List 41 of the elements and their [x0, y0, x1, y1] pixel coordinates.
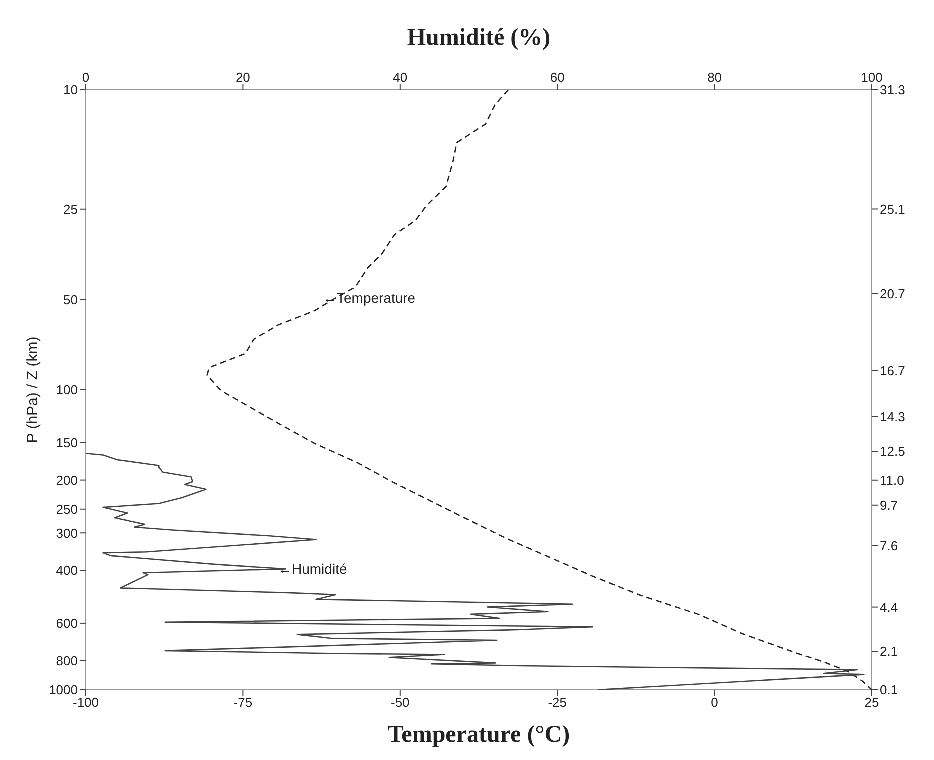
- y2-tick-label: 31.3: [880, 82, 906, 98]
- x2-tick-label: 0: [82, 70, 90, 85]
- x-tick-label: -50: [391, 695, 410, 710]
- y2-tick-label: 14.3: [880, 410, 906, 425]
- y-tick-label: 100: [56, 382, 78, 398]
- y2-tick-label: 7.6: [880, 538, 898, 554]
- x2-tick-label: 100: [861, 70, 883, 85]
- y-tick-label: 400: [56, 563, 78, 578]
- y-tick-label: 1000: [49, 682, 78, 698]
- x-axis-title: Temperature (°C): [388, 722, 570, 748]
- y-tick-label: 50: [64, 292, 78, 308]
- y2-tick-label: 20.7: [880, 286, 906, 302]
- x2-tick-label: 20: [236, 70, 250, 85]
- y2-tick-label: 9.7: [880, 498, 898, 513]
- x-tick-label: -75: [234, 695, 253, 710]
- y2-tick-label: 4.4: [880, 600, 898, 615]
- y2-tick-label: 25.1: [880, 202, 906, 217]
- annotation: ←Temperature: [323, 290, 416, 306]
- y-tick-label: 250: [56, 502, 78, 517]
- y-tick-label: 200: [56, 472, 78, 488]
- y-axis-title: P (hPa) / Z (km): [24, 336, 42, 444]
- y-tick-label: 600: [56, 616, 78, 632]
- annotation: ←Humidité: [278, 561, 348, 577]
- y2-tick-label: 2.1: [880, 644, 898, 660]
- x2-tick-label: 40: [393, 70, 408, 85]
- y-tick-label: 25: [64, 202, 78, 217]
- x2-tick-label: 80: [708, 70, 722, 85]
- x2-tick-label: 60: [550, 70, 565, 85]
- y2-tick-label: 12.5: [880, 444, 906, 460]
- y2-tick-label: 16.7: [880, 363, 906, 378]
- y-tick-label: 150: [56, 435, 78, 450]
- y2-tick-label: 0.1: [880, 682, 898, 698]
- y-tick-label: 300: [56, 526, 78, 541]
- x-tick-label: -25: [548, 695, 567, 710]
- y2-tick-label: 11.0: [880, 473, 904, 488]
- x-tick-label: 0: [711, 695, 718, 710]
- x-tick-label: -100: [72, 695, 100, 710]
- x-tick-label: 25: [864, 695, 880, 710]
- y-tick-label: 10: [64, 82, 78, 98]
- y-tick-label: 800: [56, 654, 78, 669]
- x2-axis-title: Humidité (%): [407, 25, 551, 52]
